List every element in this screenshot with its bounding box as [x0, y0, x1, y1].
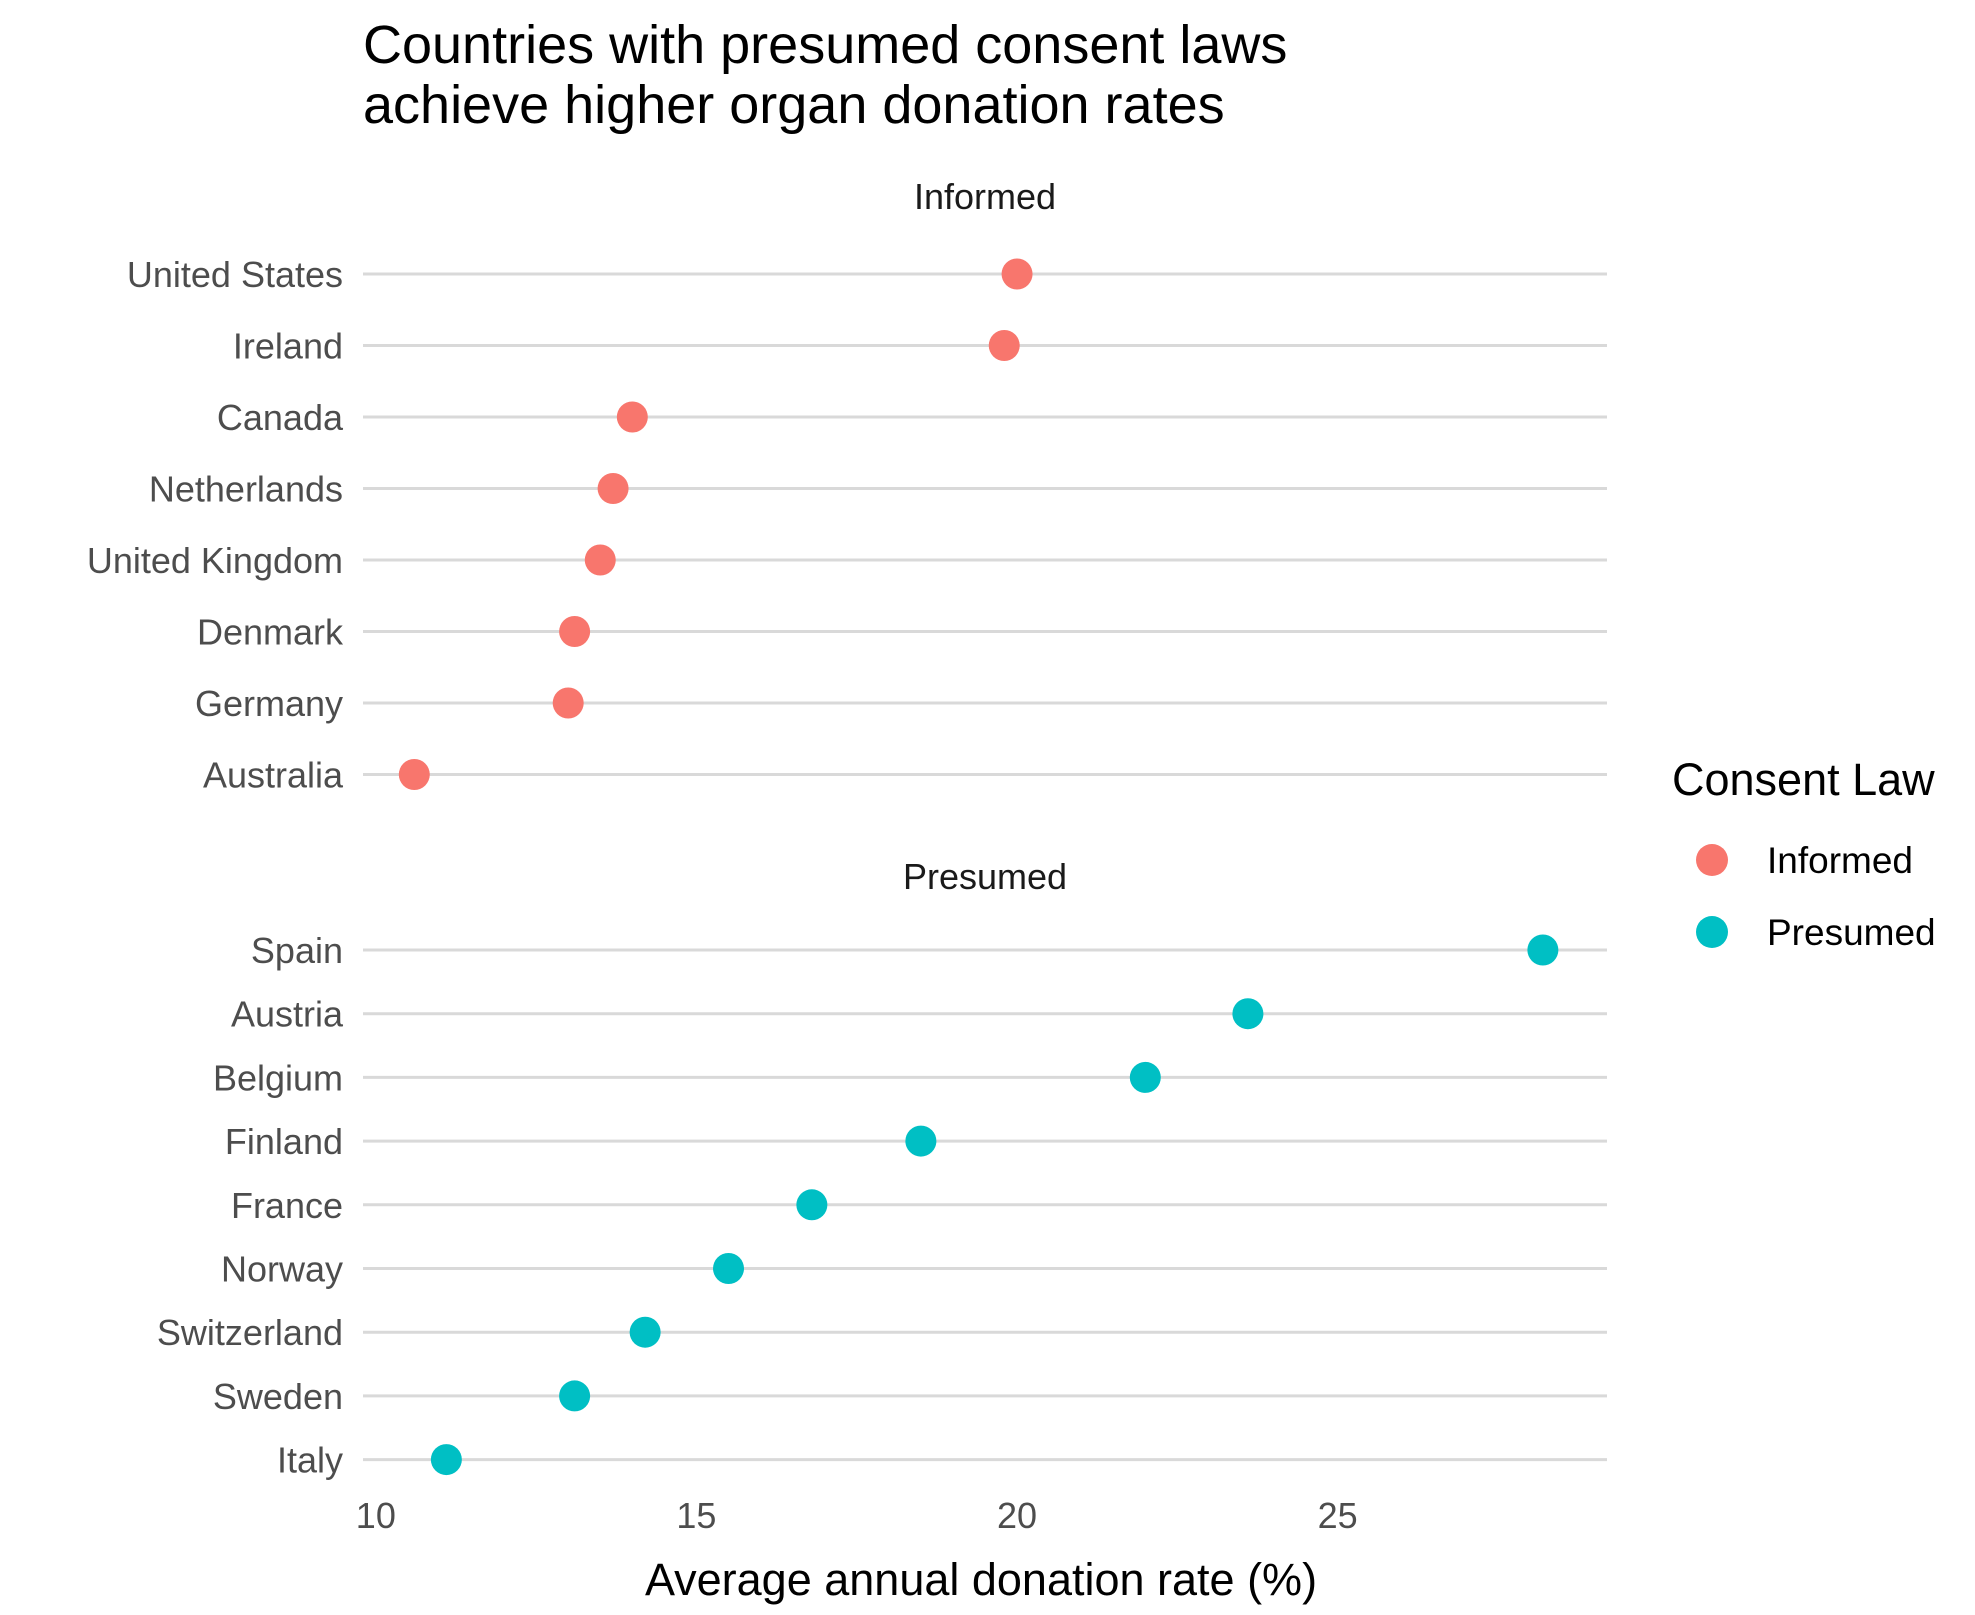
x-tick-label-25: 25: [1318, 1495, 1358, 1536]
data-point-norway: [713, 1253, 745, 1284]
x-tick-label-15: 15: [676, 1495, 716, 1536]
y-tick-label-united-kingdom: United Kingdom: [87, 540, 343, 581]
y-tick-label-ireland: Ireland: [233, 326, 343, 367]
y-tick-label-italy: Italy: [277, 1440, 343, 1481]
x-tick-label-20: 20: [997, 1495, 1037, 1536]
data-point-italy: [430, 1444, 462, 1476]
chart-title: Countries with presumed consent laws ach…: [363, 15, 1287, 135]
x-tick-label-10: 10: [356, 1495, 396, 1536]
y-tick-label-sweden: Sweden: [213, 1376, 343, 1417]
legend: Consent Law Informed Presumed: [1672, 754, 1936, 953]
y-tick-label-spain: Spain: [251, 930, 343, 971]
x-axis: 10 15 20 25: [356, 1495, 1358, 1536]
data-point-sweden: [559, 1380, 591, 1412]
y-tick-label-france: France: [231, 1185, 343, 1226]
y-tick-label-austria: Austria: [231, 994, 344, 1035]
y-tick-label-united-states: United States: [127, 254, 343, 295]
data-point-united-kingdom: [584, 544, 616, 576]
data-point-germany: [552, 687, 584, 719]
y-tick-label-switzerland: Switzerland: [157, 1312, 343, 1353]
data-point-spain: [1527, 934, 1559, 966]
data-point-ireland: [988, 330, 1020, 361]
legend-key-informed: [1696, 844, 1728, 876]
legend-title: Consent Law: [1672, 754, 1935, 805]
chart-title-line-1: Countries with presumed consent laws: [363, 15, 1287, 75]
facet-panel-informed: Informed United States Ireland Canada Nether…: [87, 176, 1607, 796]
legend-label-presumed: Presumed: [1767, 912, 1936, 953]
facet-panels: Informed United States Ireland Canada Nether…: [87, 176, 1607, 1481]
y-tick-label-canada: Canada: [217, 397, 344, 438]
y-tick-label-finland: Finland: [225, 1121, 343, 1162]
data-point-belgium: [1129, 1061, 1161, 1093]
data-point-united-states: [1001, 258, 1033, 290]
y-tick-label-denmark: Denmark: [197, 612, 344, 653]
data-point-austria: [1232, 998, 1264, 1030]
y-tick-label-belgium: Belgium: [213, 1057, 343, 1098]
facet-panel-presumed: Presumed Spain Austria Belgium Finland France…: [157, 856, 1607, 1481]
data-point-denmark: [559, 616, 591, 647]
facet-label-informed: Informed: [914, 176, 1056, 217]
data-point-canada: [616, 401, 648, 433]
y-tick-label-germany: Germany: [195, 683, 343, 724]
chart-title-line-2: achieve higher organ donation rates: [363, 75, 1225, 135]
data-point-france: [796, 1189, 828, 1221]
y-tick-label-norway: Norway: [221, 1249, 343, 1290]
data-point-australia: [398, 759, 430, 790]
data-point-netherlands: [597, 473, 629, 504]
y-tick-label-netherlands: Netherlands: [149, 469, 343, 510]
x-axis-title: Average annual donation rate (%): [645, 1554, 1317, 1605]
legend-key-presumed: [1696, 916, 1728, 948]
legend-label-informed: Informed: [1767, 840, 1913, 881]
y-tick-label-australia: Australia: [203, 755, 344, 796]
facet-label-presumed: Presumed: [903, 856, 1067, 897]
data-point-finland: [905, 1125, 937, 1157]
data-point-switzerland: [629, 1316, 661, 1348]
